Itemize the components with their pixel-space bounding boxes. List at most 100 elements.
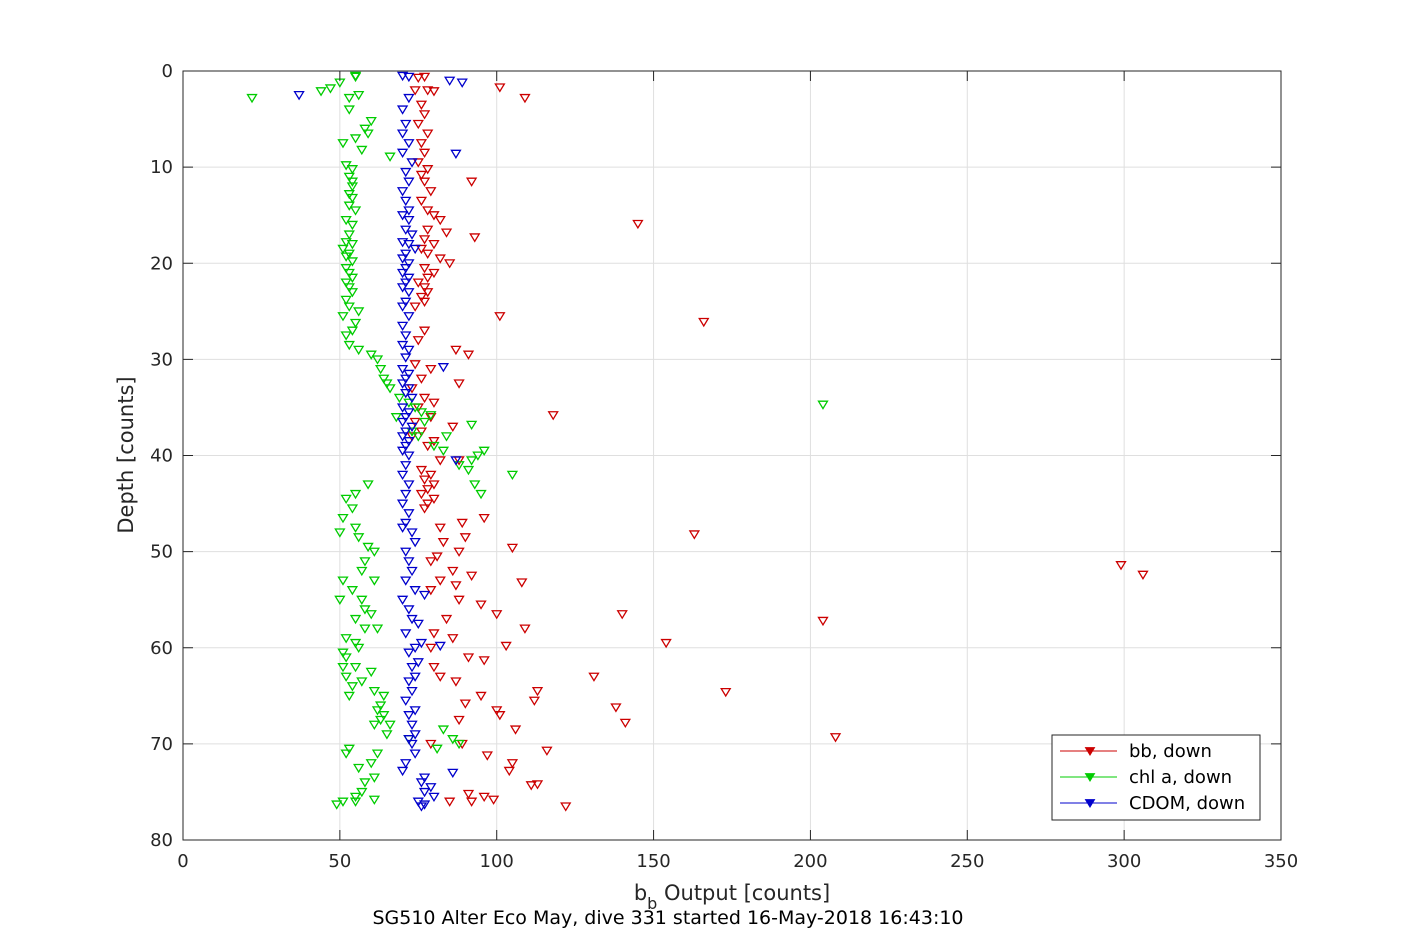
data-point bbox=[359, 624, 371, 634]
data-point bbox=[422, 225, 434, 235]
data-point bbox=[409, 302, 421, 312]
legend-marker bbox=[1084, 747, 1096, 757]
data-point bbox=[343, 105, 355, 115]
data-point bbox=[444, 797, 456, 807]
data-point bbox=[400, 119, 412, 130]
data-point bbox=[412, 278, 424, 288]
data-point bbox=[400, 518, 412, 529]
data-point bbox=[403, 437, 415, 447]
data-point bbox=[418, 773, 431, 783]
data-point bbox=[340, 494, 352, 505]
data-point bbox=[353, 533, 365, 543]
data-point bbox=[359, 124, 371, 134]
data-point bbox=[353, 643, 365, 654]
data-point bbox=[396, 129, 409, 139]
data-point bbox=[400, 413, 412, 423]
data-point bbox=[403, 259, 415, 269]
data-point bbox=[406, 566, 418, 577]
data-point bbox=[403, 139, 415, 149]
data-point bbox=[356, 595, 368, 605]
data-point bbox=[418, 283, 431, 293]
data-point bbox=[340, 295, 352, 306]
data-point bbox=[422, 249, 434, 259]
data-point bbox=[588, 672, 600, 682]
data-point bbox=[418, 504, 431, 514]
data-point bbox=[400, 576, 412, 586]
data-point bbox=[418, 264, 431, 274]
series-0 bbox=[406, 72, 1149, 812]
data-point bbox=[390, 413, 402, 423]
data-point bbox=[337, 139, 349, 149]
data-point bbox=[396, 71, 409, 82]
data-point bbox=[334, 595, 346, 605]
data-point bbox=[425, 739, 437, 750]
data-point bbox=[447, 768, 459, 779]
data-point bbox=[409, 672, 421, 682]
data-point bbox=[415, 374, 428, 384]
data-point bbox=[437, 725, 450, 735]
data-point bbox=[418, 590, 431, 601]
data-point bbox=[403, 735, 415, 745]
data-point bbox=[418, 326, 431, 336]
data-point bbox=[434, 456, 446, 466]
x-tick-label: 0 bbox=[177, 851, 188, 872]
data-point bbox=[378, 691, 390, 702]
data-point bbox=[334, 528, 346, 538]
data-point bbox=[422, 485, 434, 495]
data-point bbox=[428, 629, 440, 639]
data-point bbox=[453, 461, 465, 471]
data-point bbox=[434, 523, 446, 533]
data-point bbox=[406, 686, 418, 697]
data-point bbox=[406, 393, 418, 404]
data-point bbox=[403, 215, 415, 226]
y-tick-label: 40 bbox=[150, 446, 173, 467]
data-point bbox=[365, 667, 377, 678]
legend-marker bbox=[1084, 799, 1096, 809]
data-point bbox=[415, 489, 428, 500]
data-point bbox=[406, 158, 418, 168]
data-point bbox=[403, 93, 415, 104]
data-point bbox=[478, 513, 490, 524]
data-point bbox=[1137, 570, 1149, 580]
data-point bbox=[453, 379, 465, 389]
data-point bbox=[400, 196, 412, 207]
data-point bbox=[349, 792, 362, 803]
data-point bbox=[396, 364, 409, 375]
data-point bbox=[349, 206, 362, 216]
data-point bbox=[425, 470, 437, 481]
data-point bbox=[418, 393, 431, 404]
data-point bbox=[396, 432, 409, 442]
data-point bbox=[453, 739, 465, 750]
data-point bbox=[444, 76, 456, 86]
data-point bbox=[509, 725, 522, 735]
data-point bbox=[406, 422, 418, 432]
data-point bbox=[506, 759, 519, 769]
data-point bbox=[428, 441, 440, 452]
data-point bbox=[403, 312, 415, 322]
data-point bbox=[450, 149, 462, 159]
data-point bbox=[346, 182, 359, 192]
data-point bbox=[465, 177, 478, 187]
data-point bbox=[632, 219, 644, 230]
data-point bbox=[349, 614, 362, 625]
data-point bbox=[365, 610, 377, 620]
data-point bbox=[365, 759, 377, 769]
x-tick-label: 200 bbox=[793, 851, 827, 872]
data-point bbox=[491, 610, 503, 620]
data-point bbox=[315, 87, 327, 97]
data-point bbox=[465, 571, 478, 581]
data-point bbox=[478, 656, 490, 666]
data-point bbox=[406, 662, 418, 673]
data-point bbox=[541, 746, 553, 756]
data-point bbox=[368, 576, 381, 586]
data-point bbox=[349, 318, 362, 329]
data-point bbox=[459, 533, 471, 543]
data-point bbox=[418, 110, 431, 120]
data-point bbox=[447, 634, 459, 644]
data-point bbox=[340, 252, 352, 262]
data-point bbox=[406, 427, 418, 437]
data-point bbox=[425, 187, 437, 197]
data-point bbox=[400, 388, 412, 399]
series-1 bbox=[246, 71, 829, 810]
data-point bbox=[434, 254, 446, 264]
